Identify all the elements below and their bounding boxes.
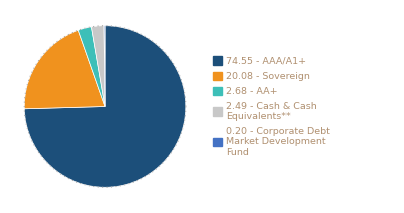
Wedge shape bbox=[24, 26, 186, 187]
Wedge shape bbox=[91, 26, 105, 106]
Wedge shape bbox=[24, 30, 105, 109]
Wedge shape bbox=[78, 27, 105, 106]
Wedge shape bbox=[104, 26, 105, 106]
Legend: 74.55 - AAA/A1+, 20.08 - Sovereign, 2.68 - AA+, 2.49 - Cash & Cash
Equivalents**: 74.55 - AAA/A1+, 20.08 - Sovereign, 2.68… bbox=[211, 55, 332, 158]
